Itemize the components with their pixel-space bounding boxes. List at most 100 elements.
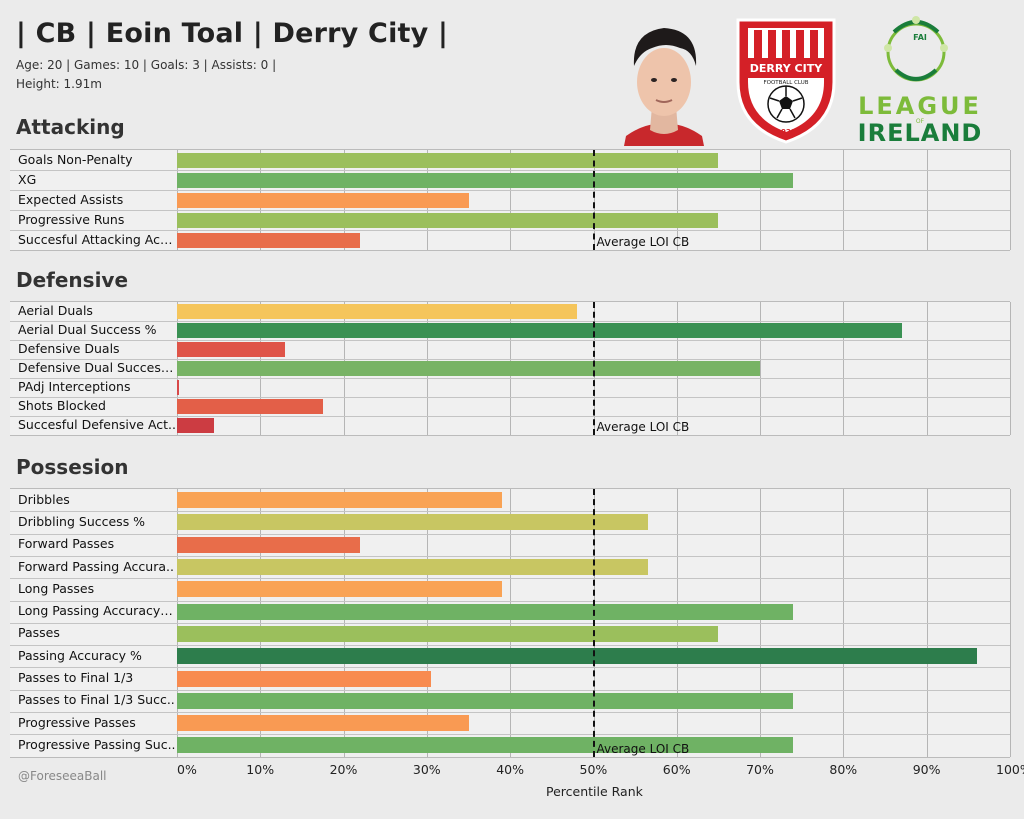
x-tick-label: 30% <box>412 762 441 777</box>
gridline <box>926 150 928 250</box>
x-axis-label: Percentile Rank <box>546 784 643 799</box>
bar-possesion-6 <box>177 625 719 642</box>
row-label: Succesful Attacking Acti.. <box>18 231 176 247</box>
row-separator <box>10 321 177 322</box>
row-separator <box>10 210 177 211</box>
club-crest: DERRY CITY FOOTBALL CLUB 1928 <box>736 18 836 144</box>
row-label: Passes <box>18 625 60 641</box>
club-subtitle: FOOTBALL CLUB <box>763 80 808 86</box>
bar-defensive-5 <box>177 399 323 414</box>
average-line-label: Average LOI CB <box>596 742 690 756</box>
bar-defensive-2 <box>177 342 286 357</box>
gridline <box>843 302 845 435</box>
average-line <box>592 150 595 250</box>
row-label: Defensive Duals <box>18 341 120 356</box>
row-label: Progressive Runs <box>18 211 125 227</box>
x-tick-label: 20% <box>329 762 358 777</box>
row-separator <box>10 645 177 647</box>
section-panel-possesion: Average LOI CB <box>177 488 1011 758</box>
row-label: Expected Assists <box>18 191 124 207</box>
x-tick-label: 100% <box>996 762 1024 777</box>
row-label: Passes to Final 1/3 Succ.. <box>18 692 175 708</box>
bar-attacking-4 <box>177 232 361 248</box>
row-separator <box>10 359 177 360</box>
row-label: Goals Non-Penalty <box>18 151 133 167</box>
row-separator <box>10 340 177 341</box>
row-label: PAdj Interceptions <box>18 379 131 394</box>
bar-attacking-1 <box>177 172 794 188</box>
row-label: Forward Passing Accura.. <box>18 558 174 574</box>
section-title-possesion: Possesion <box>16 455 129 479</box>
row-label: Aerial Dual Success % <box>18 322 157 337</box>
label-column <box>10 301 177 436</box>
row-label: Dribbling Success % <box>18 513 146 529</box>
row-separator <box>10 533 177 535</box>
section-panel-defensive: Average LOI CB <box>177 301 1011 436</box>
row-label: Dribbles <box>18 491 70 507</box>
gridline <box>1010 302 1011 435</box>
player-meta-line2: Height: 1.91m <box>16 77 102 91</box>
fai-text: FAI <box>913 33 927 42</box>
row-separator <box>10 600 177 602</box>
bar-possesion-8 <box>177 670 432 687</box>
bar-attacking-3 <box>177 212 719 228</box>
gridline <box>926 302 928 435</box>
bar-possesion-1 <box>177 514 648 531</box>
x-tick-label: 50% <box>579 762 608 777</box>
row-separator <box>10 734 177 736</box>
row-label: Long Passing Accuracy % <box>18 603 176 619</box>
label-column <box>10 149 177 251</box>
bar-defensive-1 <box>177 323 902 338</box>
average-line <box>592 489 595 757</box>
gridline <box>510 150 512 250</box>
bar-defensive-0 <box>177 304 577 319</box>
bar-defensive-4 <box>177 380 180 395</box>
bar-possesion-11 <box>177 737 794 754</box>
row-label: Defensive Dual Success .. <box>18 360 176 375</box>
row-separator <box>10 667 177 669</box>
row-separator <box>10 378 177 379</box>
row-separator <box>10 190 177 191</box>
row-label: Succesful Defensive Act.. <box>18 417 176 432</box>
league-line2: IRELAND <box>858 119 983 146</box>
row-separator <box>10 230 177 231</box>
row-separator <box>10 712 177 713</box>
x-tick-label: 0% <box>177 762 197 777</box>
row-label: Progressive Passing Suc.. <box>18 736 176 752</box>
gridline <box>1010 150 1011 250</box>
gridline <box>760 150 762 250</box>
row-separator <box>10 397 177 398</box>
x-tick-label: 90% <box>912 762 941 777</box>
bar-possesion-10 <box>177 715 469 732</box>
x-tick-label: 10% <box>246 762 275 777</box>
player-photo <box>624 28 704 146</box>
gridline <box>676 150 678 250</box>
bar-possesion-7 <box>177 648 977 665</box>
section-panel-attacking: Average LOI CB <box>177 149 1011 251</box>
row-separator <box>10 578 177 580</box>
average-line <box>592 302 595 435</box>
row-separator <box>10 689 177 691</box>
row-separator <box>10 170 177 171</box>
credit-handle: @ForeseeaBall <box>18 769 107 783</box>
bar-possesion-2 <box>177 536 361 553</box>
bar-possesion-3 <box>177 559 648 576</box>
section-title-attacking: Attacking <box>16 115 125 139</box>
bar-possesion-9 <box>177 692 794 709</box>
bar-possesion-5 <box>177 603 794 620</box>
gridline <box>1010 489 1011 757</box>
x-tick-label: 60% <box>662 762 691 777</box>
row-label: Passes to Final 1/3 <box>18 670 134 686</box>
bar-defensive-6 <box>177 418 215 433</box>
league-of: OF <box>916 118 925 125</box>
x-tick-label: 40% <box>496 762 524 777</box>
average-line-label: Average LOI CB <box>596 235 690 249</box>
bar-attacking-2 <box>177 192 469 208</box>
row-label: Progressive Passes <box>18 714 136 730</box>
section-title-defensive: Defensive <box>16 268 129 292</box>
row-separator <box>10 416 177 417</box>
bar-possesion-4 <box>177 581 502 598</box>
row-separator <box>10 622 177 624</box>
bar-possesion-0 <box>177 492 502 509</box>
label-column <box>10 488 177 758</box>
